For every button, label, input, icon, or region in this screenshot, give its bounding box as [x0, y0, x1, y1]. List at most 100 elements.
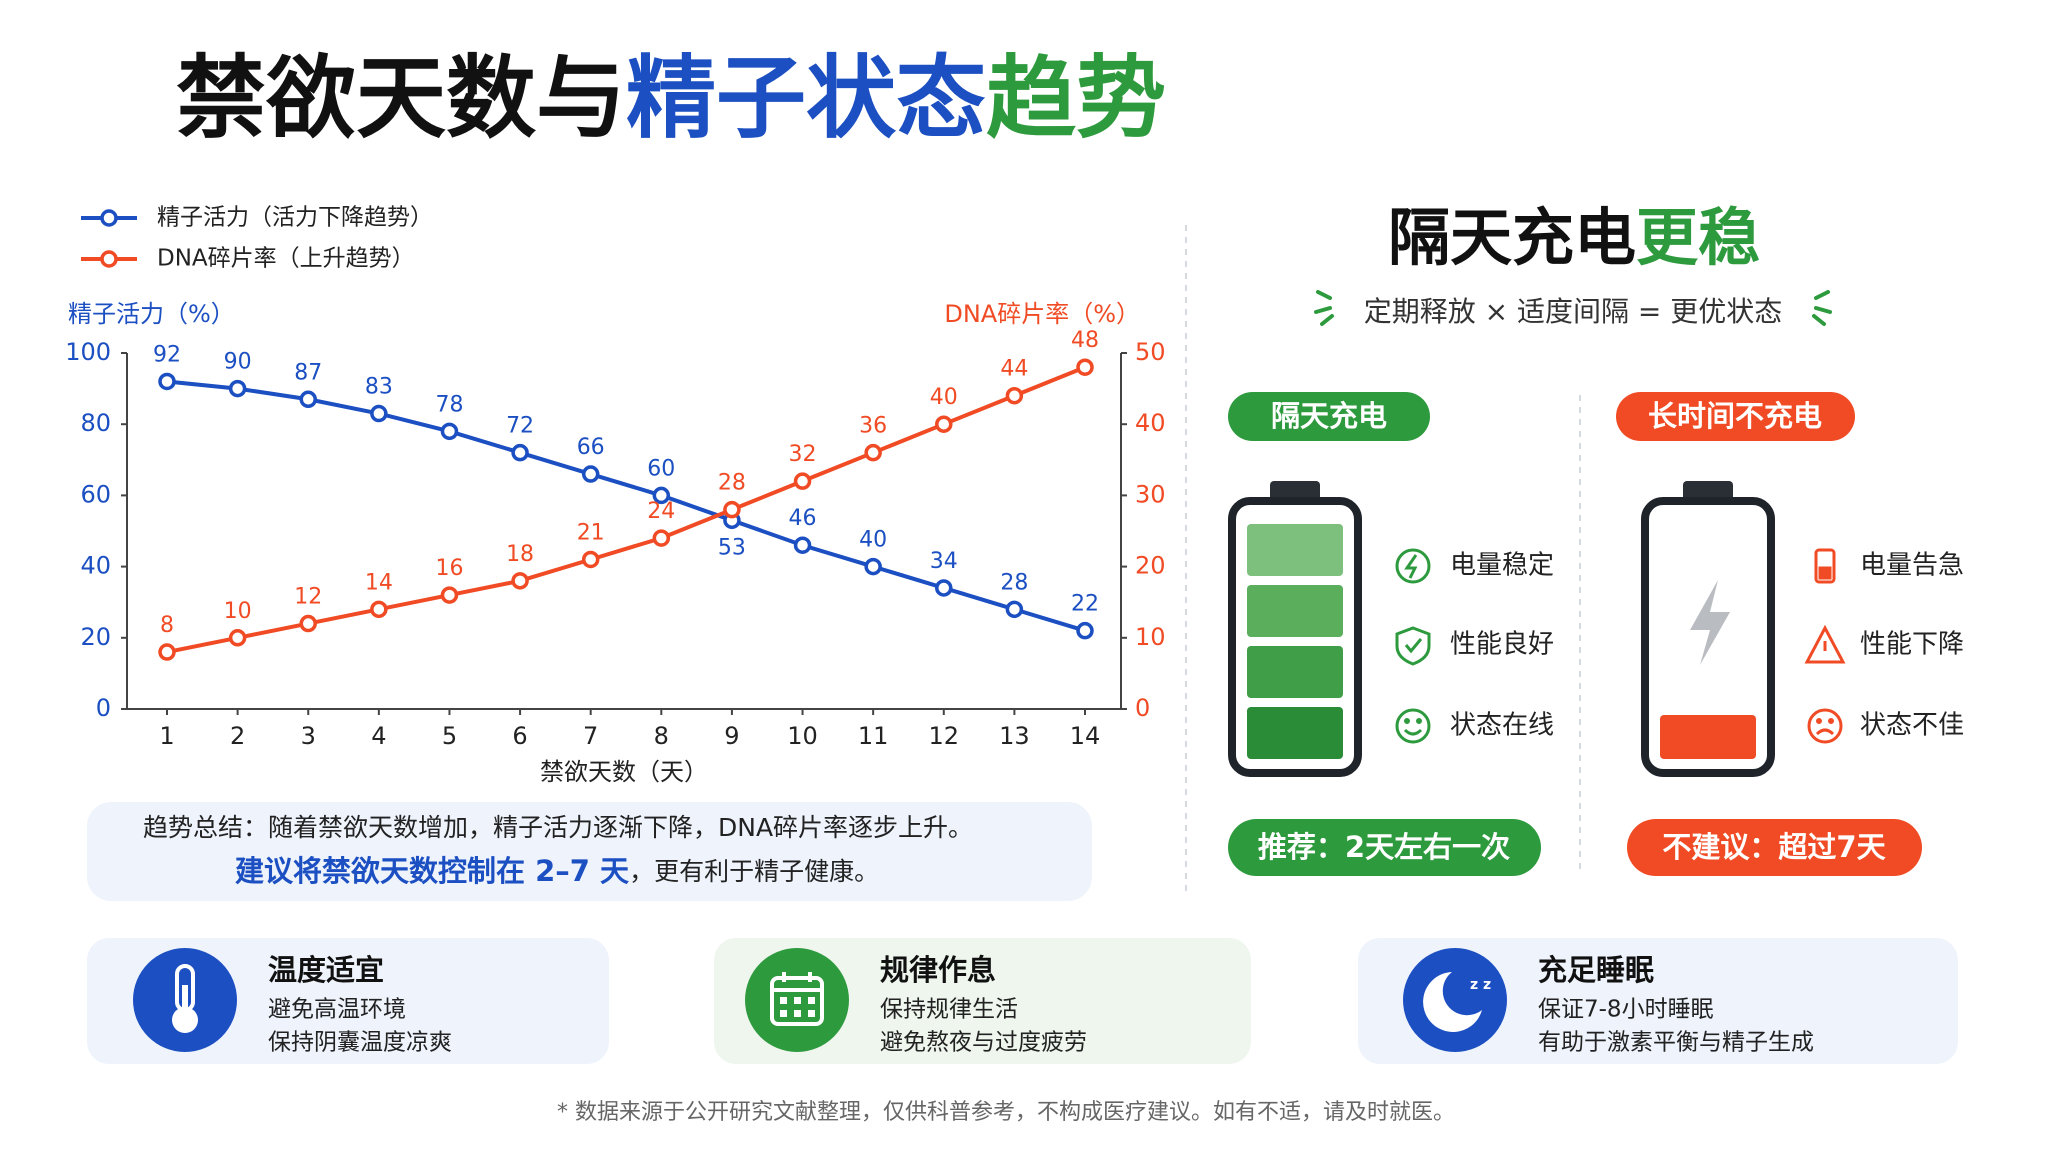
x-tick-label: 2	[230, 722, 245, 750]
good-pill	[1228, 392, 1430, 441]
x-tick-label: 1	[159, 722, 174, 750]
data-label: 14	[365, 570, 393, 595]
tip-line: 有助于激素平衡与精子生成	[1538, 1030, 1814, 1056]
tip-line: 避免熬夜与过度疲劳	[880, 1030, 1087, 1056]
summary-box	[87, 802, 1092, 901]
series-line	[166, 365, 1086, 655]
y2-tick-label: 50	[1135, 338, 1166, 366]
data-label: 92	[153, 342, 181, 367]
point	[1076, 358, 1094, 376]
data-label: 87	[294, 360, 322, 385]
series-line	[166, 379, 1086, 633]
summary-text: 趋势总结：随着禁欲天数增加，精子活力逐渐下降，DNA碎片率逐步上升。	[143, 813, 973, 842]
title: 禁欲天数与精子状态趋势	[176, 46, 1166, 151]
x-tick-label: 8	[654, 722, 669, 750]
point	[228, 629, 247, 647]
tip-line: 保证7-8小时睡眠	[1538, 997, 1714, 1023]
legend-marker	[100, 250, 118, 268]
point	[370, 404, 388, 423]
y2-tick-label: 40	[1135, 409, 1166, 437]
thermometer-icon	[133, 948, 237, 1052]
point	[299, 390, 317, 409]
data-label: 12	[294, 585, 322, 610]
calendar-icon	[745, 948, 849, 1052]
svg-text:z z: z z	[1470, 977, 1491, 993]
title-part: 禁欲天数与	[176, 46, 626, 151]
point	[511, 443, 529, 462]
x-tick-label: 7	[583, 722, 598, 750]
subtitle-marks	[1314, 290, 1832, 326]
good-note: 推荐：2天左右一次	[1258, 830, 1510, 864]
point	[864, 443, 882, 462]
point	[1076, 621, 1094, 640]
x-tick-label: 11	[858, 722, 889, 750]
title-part: 精子状态	[626, 46, 986, 151]
bad-item: 状态不佳	[1860, 711, 1964, 741]
y-axis-label: 精子活力（%）	[68, 300, 235, 328]
bad-item: 性能下降	[1860, 630, 1964, 660]
y2-tick-label: 10	[1135, 623, 1166, 651]
data-label: 83	[365, 375, 393, 400]
point	[511, 572, 529, 590]
x-tick-label: 12	[928, 722, 959, 750]
summary-highlight-line: 建议将禁欲天数控制在 2–7 天，更有利于精子健康。	[235, 854, 879, 888]
y-tick-label: 80	[80, 409, 111, 437]
tip-card	[1358, 938, 1958, 1064]
data-label: 22	[1071, 592, 1099, 617]
point	[723, 500, 741, 519]
data-label: 24	[647, 499, 675, 524]
point	[652, 529, 671, 547]
good-icons	[1395, 548, 1431, 744]
point	[793, 536, 812, 554]
point	[652, 486, 671, 505]
y-tick-label: 60	[80, 480, 111, 508]
moon-icon: z z	[1403, 948, 1507, 1052]
point	[440, 586, 459, 604]
legend-marker	[100, 209, 118, 227]
tip-title: 充足睡眠	[1538, 953, 1654, 987]
y2-tick-label: 30	[1135, 480, 1166, 508]
x-tick-label: 4	[371, 722, 386, 750]
battery-bad	[1641, 481, 1775, 777]
y-tick-label: 20	[80, 623, 111, 651]
point	[935, 415, 953, 433]
x-tick-label: 10	[787, 722, 818, 750]
tip-line: 保持规律生活	[880, 997, 1018, 1023]
good-label: 隔天充电	[1271, 399, 1387, 433]
data-label: 78	[435, 392, 463, 417]
data-label: 8	[160, 613, 174, 638]
x-tick-label: 5	[442, 722, 457, 750]
data-label: 46	[789, 506, 817, 531]
point	[864, 557, 882, 576]
y-tick-label: 40	[80, 552, 111, 580]
panel-title-accent: 更稳	[1636, 201, 1760, 274]
bad-pill	[1616, 392, 1855, 441]
good-item: 性能良好	[1450, 630, 1554, 660]
data-label: 36	[859, 414, 887, 439]
point	[158, 372, 176, 391]
good-item: 电量稳定	[1450, 551, 1554, 581]
bad-note-pill	[1627, 819, 1922, 876]
data-label: 60	[647, 456, 675, 481]
data-label: 34	[930, 549, 958, 574]
y2-tick-label: 0	[1135, 694, 1150, 722]
panel-title-main: 隔天充电	[1388, 201, 1636, 274]
data-label: 18	[506, 542, 534, 567]
tip-line: 避免高温环境	[268, 997, 406, 1023]
data-label: 32	[789, 442, 817, 467]
bad-item: 电量告急	[1860, 551, 1964, 581]
data-label: 53	[718, 535, 746, 560]
good-item: 状态在线	[1450, 711, 1554, 741]
y2-tick-label: 20	[1135, 552, 1166, 580]
point	[1005, 386, 1024, 405]
data-label: 72	[506, 414, 534, 439]
panel-subtitle: 定期释放 × 适度间隔 = 更优状态	[1364, 295, 1783, 328]
tip-card	[714, 938, 1251, 1064]
data-label: 21	[577, 520, 605, 545]
point	[793, 472, 812, 490]
summary-rest: ，更有利于精子健康。	[629, 857, 879, 886]
summary-highlight: 建议将禁欲天数控制在 2–7 天	[235, 854, 629, 888]
point	[299, 614, 317, 633]
point	[370, 600, 388, 619]
